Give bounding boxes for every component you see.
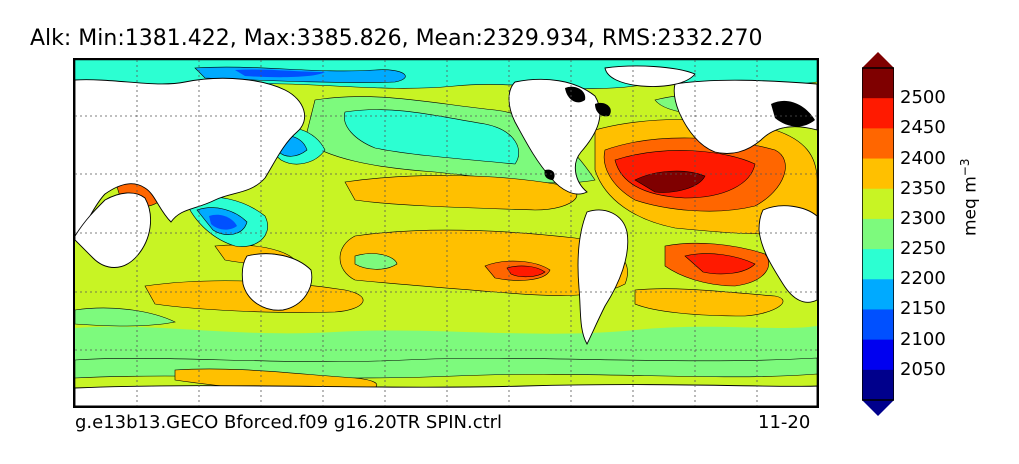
- colorbar-segment: [862, 339, 894, 371]
- maritime-deep-blue: [209, 214, 237, 230]
- colorbar-segment: [862, 218, 894, 250]
- colorbar: [862, 52, 894, 416]
- colorbar-tick: 2300: [900, 207, 946, 229]
- eurasia-land: [75, 77, 306, 237]
- island-3: [771, 100, 815, 127]
- europe-land: [673, 79, 817, 154]
- arctic-blue-2: [235, 69, 325, 78]
- colorbar-tick: 2350: [900, 177, 946, 199]
- greenland-land: [604, 65, 696, 87]
- map-svg: [75, 60, 817, 406]
- africa-west-land: [758, 205, 817, 303]
- island-1: [565, 86, 586, 103]
- colorbar-extend-top: [862, 52, 894, 68]
- island-4: [544, 169, 555, 180]
- colorbar-tick: 2450: [900, 117, 946, 139]
- south-america-land: [577, 209, 629, 345]
- colorbar-segment: [862, 279, 894, 310]
- colorbar-unit-label: meq m−3: [958, 159, 981, 236]
- colorbar-segment: [862, 158, 894, 190]
- unit-text: meq m: [960, 176, 981, 236]
- colorbar-tick: 2150: [900, 298, 946, 320]
- colorbar-segment: [862, 128, 894, 160]
- island-2: [595, 102, 611, 117]
- plot-title: Alk: Min:1381.422, Max:3385.826, Mean:23…: [30, 26, 763, 51]
- colorbar-segment: [862, 98, 894, 129]
- colorbar-frame: [862, 67, 894, 401]
- graticule: [75, 60, 817, 406]
- south-pacific-red: [506, 265, 546, 278]
- unit-exponent: −3: [958, 158, 972, 177]
- colorbar-tick: 2100: [900, 328, 946, 350]
- australia-land: [241, 253, 313, 311]
- colorbar-extend-bottom: [862, 400, 894, 416]
- dark-islands: [544, 86, 815, 180]
- run-name-label: g.e13b13.GECO Bforced.f09 g16.20TR SPIN.…: [75, 412, 503, 433]
- north-pacific-orange: [344, 175, 578, 211]
- pacific-green-eddy: [354, 253, 398, 270]
- colorbar-segment: [862, 68, 894, 99]
- colorbar-tick: 2400: [900, 147, 946, 169]
- north-pacific-cyan: [344, 109, 520, 165]
- sargasso-darkred: [634, 170, 706, 193]
- land-layer: [75, 65, 817, 406]
- colorbar-segment: [862, 188, 894, 220]
- period-label: 11-20: [758, 412, 811, 433]
- south-atlantic-orange-belt: [634, 288, 784, 317]
- colorbar-segment: [862, 249, 894, 280]
- antarctica-land: [75, 384, 817, 406]
- colorbar-tick: 2250: [900, 238, 946, 260]
- colorbar-tick: 2200: [900, 268, 946, 290]
- indian-green-west: [75, 307, 176, 327]
- north-america-land: [508, 78, 601, 195]
- africa-east-land: [75, 192, 151, 268]
- colorbar-segment: [862, 309, 894, 341]
- ocean-alkalinity-map: [73, 58, 819, 408]
- colorbar-tick: 2500: [900, 87, 946, 109]
- south-atlantic-red: [684, 253, 756, 275]
- colorbar-tick: 2050: [900, 358, 946, 380]
- colorbar-segment: [862, 369, 894, 401]
